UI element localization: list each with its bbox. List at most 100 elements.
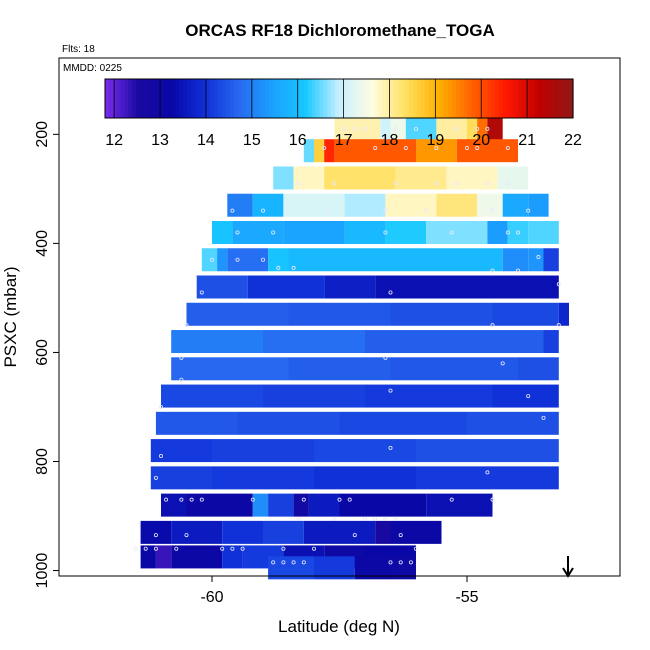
colorbar-swatch	[432, 79, 438, 118]
colorbar-swatch	[362, 79, 367, 118]
heatmap-cell	[380, 117, 391, 141]
sample-point	[327, 208, 332, 213]
heatmap-cell	[477, 193, 503, 217]
heatmap-cell	[543, 248, 559, 272]
sample-point	[485, 181, 490, 186]
colorbar-swatch	[198, 79, 204, 118]
colorbar-swatch	[108, 79, 114, 118]
colorbar-swatch	[518, 79, 523, 118]
sample-point	[449, 497, 454, 502]
colorbar-swatch	[514, 79, 519, 118]
heatmap-cell	[217, 248, 228, 272]
heatmap-cell	[543, 330, 559, 354]
colorbar-swatch	[253, 79, 258, 118]
heatmap-cell	[487, 117, 503, 141]
heatmap-cell	[395, 166, 447, 190]
colorbar-swatch	[534, 79, 539, 118]
heatmap-cell	[390, 520, 442, 544]
sample-point	[260, 257, 265, 262]
colorbar-tick-label: 17	[335, 132, 353, 149]
sample-point	[388, 560, 393, 565]
colorbar-tick-label: 15	[243, 132, 261, 149]
colorbar-swatch	[175, 79, 180, 118]
sample-point	[485, 126, 490, 131]
sample-point	[260, 208, 265, 213]
heatmap-cell	[263, 520, 304, 544]
colorbar-swatch	[479, 79, 484, 118]
sample-point	[556, 282, 561, 287]
heatmap-cell	[247, 275, 325, 299]
sample-point	[434, 145, 439, 150]
heatmap-cell	[308, 493, 340, 517]
sample-point	[199, 497, 204, 502]
heatmap-cell	[171, 357, 289, 381]
colorbar-swatch	[569, 79, 574, 118]
colorbar-swatch	[268, 79, 274, 118]
heatmap-cell	[186, 302, 289, 326]
sample-point	[332, 516, 337, 521]
heatmap-cell	[487, 220, 508, 244]
sample-point	[322, 145, 327, 150]
sample-point	[526, 208, 531, 213]
sample-point	[199, 290, 204, 295]
heatmap-cell	[222, 545, 243, 569]
heatmap-cell	[155, 545, 172, 569]
heatmap-cell	[171, 545, 223, 569]
heatmap-cell	[426, 493, 493, 517]
colorbar-swatch	[245, 79, 250, 118]
colorbar-tick-label: 16	[289, 132, 307, 149]
colorbar-tick-label: 22	[564, 132, 582, 149]
colorbar-swatch	[292, 79, 297, 118]
sample-point	[189, 497, 194, 502]
sample-point	[505, 230, 510, 235]
sample-point	[296, 516, 301, 521]
sample-point	[388, 445, 393, 450]
heatmap-cell	[263, 384, 365, 408]
sample-point	[235, 230, 240, 235]
heatmap-cell	[232, 220, 284, 244]
sample-point	[388, 290, 393, 295]
colorbar-swatch	[335, 79, 340, 118]
colorbar-swatch	[288, 79, 293, 118]
sample-point	[281, 546, 286, 551]
sample-point	[500, 361, 505, 366]
colorbar-swatch	[264, 79, 270, 118]
colorbar-swatch	[561, 79, 566, 118]
colorbar-swatch	[463, 79, 469, 118]
colorbar-swatch	[303, 79, 309, 118]
heatmap-cell	[150, 439, 212, 463]
sample-point	[133, 546, 138, 551]
heatmap-cell	[416, 466, 559, 490]
sample-point	[291, 560, 296, 565]
heatmap-cell	[314, 466, 416, 490]
sample-point	[301, 560, 306, 565]
sample-point	[505, 145, 510, 150]
sample-point	[281, 560, 286, 565]
heatmap-cell	[268, 248, 289, 272]
sample-point	[179, 377, 184, 382]
colorbar-swatch	[190, 79, 196, 118]
sample-point	[403, 145, 408, 150]
sample-point	[184, 323, 189, 328]
colorbar-swatch	[112, 79, 118, 118]
heatmap-cell	[416, 139, 457, 163]
sample-point	[347, 497, 352, 502]
colorbar-swatch	[553, 79, 558, 118]
colorbar-swatch	[495, 79, 500, 118]
colorbar-swatch	[222, 79, 227, 118]
colorbar-swatch	[401, 79, 406, 118]
colorbar-swatch	[452, 79, 457, 118]
heatmap-cell	[507, 220, 529, 244]
x-tick-label: -60	[200, 589, 223, 606]
colorbar-swatch	[124, 79, 129, 118]
colorbar-swatch	[229, 79, 235, 118]
sample-point	[516, 230, 521, 235]
heatmap-cell	[375, 520, 391, 544]
heatmap-cell	[365, 330, 442, 354]
sample-point	[250, 497, 255, 502]
heatmap-cell	[436, 193, 478, 217]
sample-point	[393, 516, 398, 521]
colorbar-swatch	[502, 79, 508, 118]
heatmap-cell	[344, 193, 386, 217]
sample-point	[220, 546, 225, 551]
